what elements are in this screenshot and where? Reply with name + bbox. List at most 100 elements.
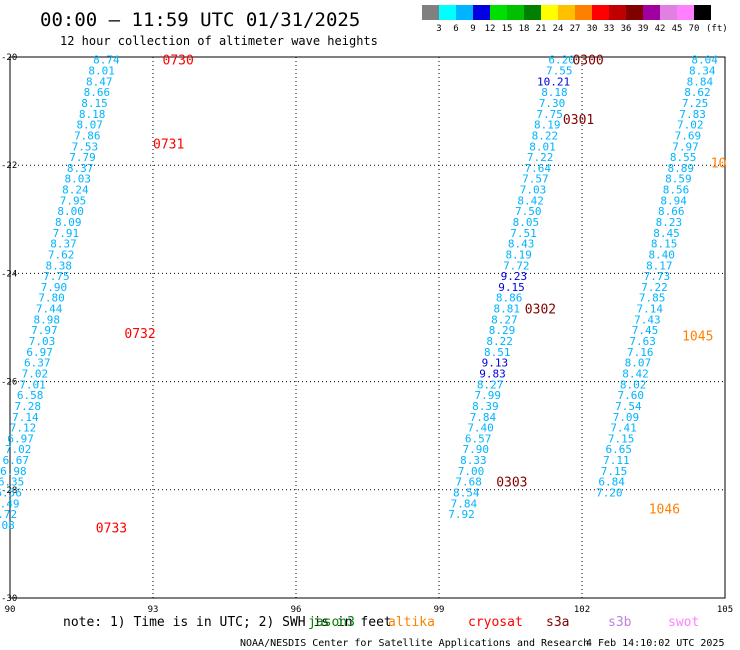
- wave-height-point: 7.90: [463, 443, 490, 456]
- wave-height-point: 8.33: [460, 454, 487, 467]
- wave-height-point: 6.49: [0, 497, 20, 510]
- footer-note: note: 1) Time is in UTC; 2) SWH is in fe…: [63, 615, 392, 630]
- wave-height-point: 7.44: [36, 303, 63, 316]
- y-tick-label: -22: [1, 161, 17, 171]
- wave-height-point: 7.83: [679, 108, 706, 121]
- colorbar-tick-label: 24: [553, 24, 564, 34]
- wave-height-point: 7.80: [38, 292, 65, 305]
- colorbar-tick-label: 21: [536, 24, 547, 34]
- wave-height-point: 8.37: [67, 162, 94, 175]
- axis-ticks: 90 93 96 99 102 105 -20 -22 -24 -26 -28 -30: [1, 53, 733, 615]
- satellite-legend-item: cryosat: [468, 615, 523, 630]
- orbit-time-label: 10: [711, 156, 727, 171]
- wave-height-point: 8.24: [62, 184, 89, 197]
- wave-height-point: 8.40: [648, 248, 675, 261]
- wave-height-point: 8.15: [651, 238, 678, 251]
- wave-height-point: 7.99: [474, 389, 501, 402]
- wave-height-point: 6.98: [0, 465, 27, 478]
- wave-height-point: 7.14: [637, 303, 664, 316]
- wave-height-point: 7.69: [675, 129, 702, 142]
- wave-height-point: 7.28: [14, 400, 41, 413]
- wave-height-point: 6.72: [0, 508, 17, 521]
- wave-height-point: 8.18: [79, 108, 106, 121]
- wave-height-point: 8.62: [684, 86, 711, 99]
- wave-height-point: 8.38: [45, 259, 72, 272]
- wave-height-point: 7.68: [455, 476, 482, 489]
- y-tick-label: -30: [1, 594, 17, 604]
- colorbar-swatch: [439, 5, 456, 20]
- wave-height-point: 6.08: [0, 519, 15, 532]
- colorbar-tick-label: 6: [453, 24, 458, 34]
- wave-height-point: 8.43: [508, 238, 535, 251]
- wave-height-point: 6.84: [598, 476, 625, 489]
- wave-height-point: 8.47: [86, 75, 113, 88]
- wave-height-point: 7.11: [603, 454, 630, 467]
- wave-height-point: 7.22: [641, 281, 668, 294]
- orbit-time-label: 1046: [649, 503, 680, 518]
- colorbar-swatch: [558, 5, 575, 20]
- wave-height-point: 7.57: [522, 173, 549, 186]
- wave-height-point: 8.66: [658, 205, 685, 218]
- wave-height-point: 7.02: [677, 119, 704, 132]
- x-tick-label: 102: [574, 605, 590, 615]
- orbit-time-label: 0732: [124, 327, 155, 342]
- colorbar-tick-label: 33: [604, 24, 615, 34]
- wave-height-point: 7.50: [515, 205, 542, 218]
- colorbar-swatch: [473, 5, 490, 20]
- wave-height-point: 7.43: [634, 313, 661, 326]
- wave-height-point: 6.37: [24, 357, 51, 370]
- colorbar-swatch: [660, 5, 677, 20]
- wave-height-point: 7.73: [644, 270, 671, 283]
- satellite-legend-item: s3a: [546, 615, 569, 630]
- wave-height-point: 8.39: [472, 400, 499, 413]
- orbit-time-label: 0301: [563, 113, 594, 128]
- y-tick-label: -20: [1, 53, 17, 63]
- wave-height-point: 7.75: [43, 270, 70, 283]
- satellite-legend-item: jason3: [308, 615, 355, 630]
- satellite-legend-item: altika: [388, 615, 435, 630]
- wave-height-point: 8.29: [489, 324, 516, 337]
- orbit-time-label: 0731: [153, 138, 184, 153]
- colorbar-tick-label: 42: [655, 24, 666, 34]
- wave-height-point: 7.97: [31, 324, 58, 337]
- wave-height-point: 7.85: [639, 292, 666, 305]
- y-tick-label: -28: [1, 486, 17, 496]
- wave-height-point: 7.09: [613, 411, 640, 424]
- colorbar-unit: (ft): [706, 24, 728, 34]
- wave-height-point: 7.02: [22, 367, 49, 380]
- wave-height-point: 7.62: [48, 248, 75, 261]
- colorbar-tick-label: 70: [689, 24, 700, 34]
- colorbar-tick-label: 30: [587, 24, 598, 34]
- wave-height-point: 8.04: [691, 54, 718, 67]
- colorbar-tick-label: 18: [519, 24, 530, 34]
- wave-height-point: 7.60: [617, 389, 644, 402]
- wave-height-point: 7.40: [467, 422, 494, 435]
- wave-height-point: 9.23: [501, 270, 528, 283]
- orbit-labels: 0730 0731 0732 0733 0300 0301 0302 0303 10 1045 10…: [96, 54, 727, 537]
- colorbar-tick-label: 3: [436, 24, 441, 34]
- wave-height-point: 7.14: [12, 411, 39, 424]
- wave-height-point: 8.01: [88, 65, 115, 78]
- colorbar-tick-label: 27: [570, 24, 581, 34]
- colorbar-swatch: [626, 5, 643, 20]
- wave-height-point: 8.51: [484, 346, 511, 359]
- orbit-time-label: 0733: [96, 522, 127, 537]
- wave-height-point: 8.09: [55, 216, 82, 229]
- wave-height-point: 8.18: [541, 86, 568, 99]
- wave-height-point: 6.97: [26, 346, 53, 359]
- grid-lines: [10, 57, 725, 598]
- wave-height-point: 7.84: [451, 497, 478, 510]
- wave-height-point: 7.00: [458, 465, 485, 478]
- colorbar-swatch: [643, 5, 660, 20]
- wave-height-point: 8.66: [84, 86, 111, 99]
- wave-height-point: 8.22: [486, 335, 513, 348]
- wave-height-point: 6.20: [548, 54, 575, 67]
- chart-subtitle: 12 hour collection of altimeter wave hei…: [60, 34, 378, 48]
- orbit-time-label: 1045: [682, 330, 713, 345]
- wave-height-point: 9.83: [479, 367, 506, 380]
- satellite-legend-item: swot: [668, 615, 699, 630]
- wave-height-point: 7.02: [5, 443, 32, 456]
- wave-height-point: 7.03: [520, 184, 547, 197]
- wave-height-point: 9.13: [482, 357, 509, 370]
